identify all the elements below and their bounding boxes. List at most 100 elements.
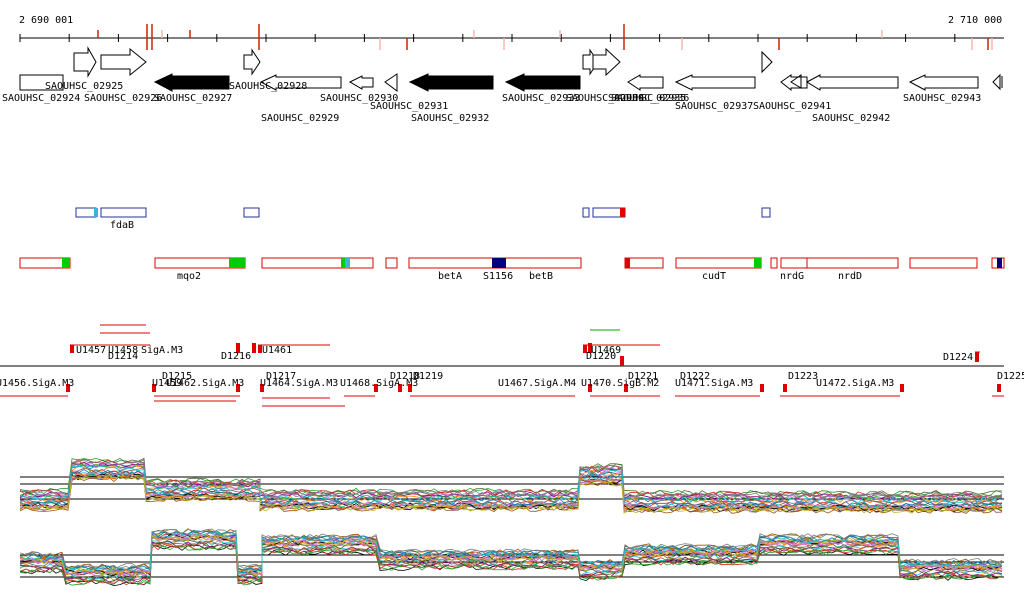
feature-box[interactable] [761,207,771,218]
promoter-marker [783,384,787,392]
expression-profile [19,539,1003,582]
promoter-label: U1469 [591,345,621,356]
gene-saouhsc-02928[interactable] [243,48,261,76]
gene-label: SAOUHSC_02932 [411,113,489,124]
promoter-label: D1223 [788,371,818,382]
promoter-label: D1221 [628,371,658,382]
feature-label-betb: betB [529,271,553,282]
expression-profile [19,528,1003,570]
feature-box[interactable] [909,257,978,269]
feature-box[interactable] [243,207,260,218]
feature-label-fdab: fdaB [110,220,134,231]
gene-saouhsc-02943[interactable] [908,74,979,91]
promoter-label: U1467.SigA.M4 [498,378,576,389]
gene-saouhsc-02931[interactable] [384,73,398,92]
promoter-marker [588,343,592,353]
gene-saouhsc-02929[interactable] [259,74,342,91]
expression-profile [19,472,1003,511]
feature-box[interactable] [770,257,778,269]
gene-small-reverse-end[interactable] [992,73,1003,91]
gene-saouhsc-02942[interactable] [805,74,899,91]
feature-mark [754,258,761,268]
feature-label-nrdd: nrdD [838,271,862,282]
promoter-marker [900,384,904,392]
expression-profile [19,474,1003,514]
promoter-marker [975,352,979,362]
feature-mark [345,258,350,268]
feature-box[interactable] [385,257,398,269]
feature-box[interactable] [624,257,664,269]
expression-profile [19,473,1003,513]
feature-label-nrdg: nrdG [780,271,804,282]
feature-box[interactable] [675,257,762,269]
gene-saouhsc-02941[interactable] [780,74,808,92]
expression-profile [19,472,1003,512]
promoter-label: U1456.SigA.M3 [0,378,74,389]
promoter-label: U1457 [76,345,106,356]
gene-saouhsc-02924[interactable] [19,74,64,91]
expression-panel-upper [19,457,1004,514]
promoter-marker [152,384,156,392]
feature-box[interactable] [780,257,899,269]
feature-box[interactable] [75,207,97,218]
promoter-marker [408,384,412,392]
feature-mark [341,258,346,268]
expression-profile [19,466,1003,506]
gene-label: SAOUHSC_02935 [608,93,686,104]
expression-profile [19,459,1003,499]
feature-mark [997,258,1002,268]
feature-label-cudt: cudT [702,271,726,282]
promoter-label: U1461 [262,345,292,356]
feature-label-beta: betA [438,271,462,282]
feature-mark [625,258,630,268]
feature-mark [62,258,70,268]
promoter-marker [236,384,240,392]
gene-saouhsc-02927[interactable] [153,73,230,92]
gene-label: SAOUHSC_02931 [370,101,448,112]
gene-saouhsc-02930[interactable] [348,75,374,90]
promoter-label: D1220 [586,351,616,362]
gene-label: SAOUHSC_02943 [903,93,981,104]
gene-saouhsc-02933[interactable] [504,73,581,92]
gene-label: SAOUHSC_02928 [229,81,307,92]
promoter-label: U1462.SigA.M3 [166,378,244,389]
gene-label: SAOUHSC_02929 [261,113,339,124]
feature-mark [229,258,245,268]
gene-saouhsc-02926[interactable] [100,47,147,77]
expression-profile [19,534,1003,577]
coordinate-ruler: 2 690 001 2 710 000 [19,15,1004,50]
promoter-marker [620,356,624,366]
promoter-marker [252,343,256,353]
feature-box[interactable] [582,207,590,218]
promoter-label: U1468.SigA.M3 [340,378,418,389]
feature-label-s1156: S1156 [483,271,513,282]
feature-box[interactable] [261,257,374,269]
expression-profile [19,533,1003,575]
gene-label: SAOUHSC_02936 [611,93,689,104]
promoter-track: U1457 D1214 U1458 SigA.M3 D1215 D1216 U1… [0,324,1024,407]
promoter-marker [260,384,264,392]
promoter-marker [760,384,764,392]
gene-saouhsc-02937[interactable] [674,74,756,91]
gene-saouhsc-02925[interactable] [73,46,97,78]
gene-saouhsc-02935[interactable] [592,47,621,77]
ruler-start-label: 2 690 001 [19,15,73,26]
promoter-lines [0,324,1004,407]
gene-saouhsc-02936[interactable] [627,74,664,91]
gene-saouhsc-02932[interactable] [408,73,494,92]
expression-profiles-lower [19,528,1003,587]
promoter-label: D1214 [108,351,138,362]
expression-profile [19,538,1003,580]
expression-profile [19,543,1003,586]
gene-label: SAOUHSC_02941 [753,101,831,112]
promoter-marker [70,345,74,353]
feature-mark [94,208,98,217]
red-feature-track: mqo2 betA S1156 betB cudT nrdG nrdD [19,257,1005,282]
promoter-label: U1472.SigA.M3 [816,378,894,389]
feature-box[interactable] [100,207,147,218]
promoter-marker [374,384,378,392]
promoter-label: D1225 [997,371,1024,382]
expression-profiles-upper [19,457,1003,514]
gene-small-forward[interactable] [761,50,773,74]
promoter-label: D1224 [943,352,973,363]
